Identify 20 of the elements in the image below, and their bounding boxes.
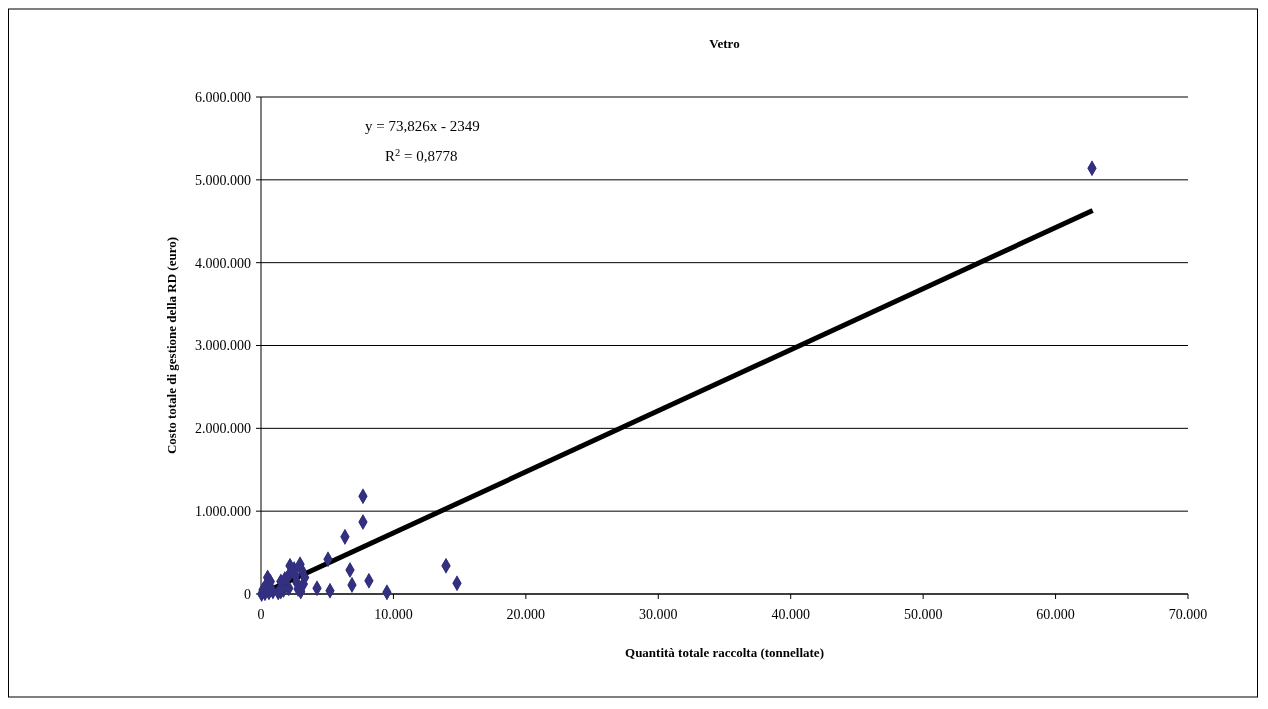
annotation: y = 73,826x - 2349	[365, 118, 480, 134]
x-tick-label: 70.000	[1168, 607, 1208, 622]
x-tick-label: 10.000	[374, 607, 413, 622]
y-tick-label: 1.000.000	[195, 504, 251, 520]
x-tick-label: 20.000	[506, 607, 546, 622]
y-tick-label: 3.000.000	[195, 338, 251, 354]
x-axis-title: Quantità totale raccolta (tonnellate)	[625, 645, 824, 660]
y-axis-title: Costo totale di gestione della RD (euro)	[164, 236, 179, 455]
y-tick-label: 0	[244, 586, 251, 602]
y-tick-label: 2.000.000	[195, 421, 251, 437]
x-tick-label: 0	[257, 607, 265, 622]
x-tick-label: 40.000	[771, 607, 810, 622]
x-tick-label: 30.000	[639, 607, 678, 622]
chart-title: Vetro	[709, 36, 740, 51]
y-tick-label: 4.000.000	[195, 255, 251, 271]
x-tick-label: 50.000	[903, 607, 943, 622]
y-tick-label: 6.000.000	[195, 89, 251, 105]
x-tick-label: 60.000	[1036, 607, 1075, 622]
annotation: R$^{2}$ = 0,8778	[385, 146, 458, 164]
y-tick-label: 5.000.000	[195, 172, 251, 188]
